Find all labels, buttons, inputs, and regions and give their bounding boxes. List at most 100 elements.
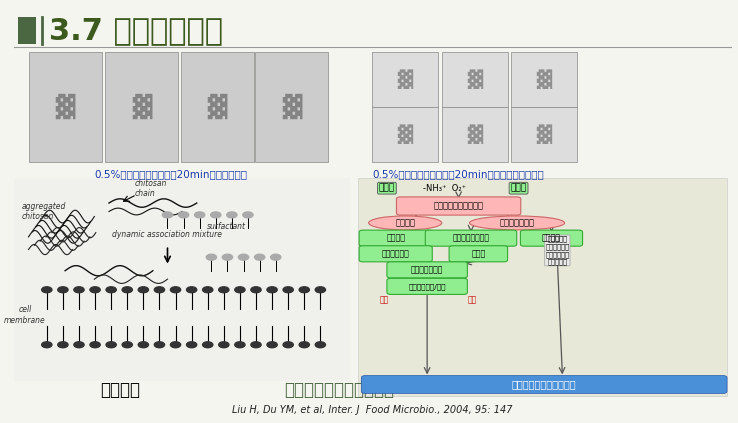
FancyBboxPatch shape	[359, 230, 432, 246]
Circle shape	[299, 342, 309, 348]
Text: -NH₃⁺  O₂⁺: -NH₃⁺ O₂⁺	[423, 184, 469, 193]
Circle shape	[90, 342, 100, 348]
Circle shape	[315, 287, 325, 293]
FancyBboxPatch shape	[372, 52, 438, 107]
Circle shape	[154, 342, 165, 348]
Circle shape	[138, 342, 148, 348]
Circle shape	[106, 342, 117, 348]
Circle shape	[222, 254, 232, 260]
Circle shape	[123, 342, 132, 348]
Text: 有毒的细胞就慢慢凋亡了: 有毒的细胞就慢慢凋亡了	[285, 381, 395, 399]
Text: ▓: ▓	[537, 124, 552, 144]
Text: 分裂期与细菌特殊: 分裂期与细菌特殊	[452, 233, 489, 243]
Text: 细胞完整性破坏: 细胞完整性破坏	[411, 265, 444, 275]
Circle shape	[58, 342, 68, 348]
Ellipse shape	[369, 216, 442, 230]
Circle shape	[58, 287, 68, 293]
FancyBboxPatch shape	[511, 107, 577, 162]
Text: 细胞生长繁殖受抑或死亡: 细胞生长繁殖受抑或死亡	[512, 379, 576, 390]
Circle shape	[203, 342, 213, 348]
Circle shape	[251, 342, 261, 348]
FancyBboxPatch shape	[255, 52, 328, 162]
Text: 成熟细胞: 成熟细胞	[542, 233, 561, 243]
Text: ▓: ▓	[282, 94, 301, 119]
Text: ▓: ▓	[398, 124, 413, 144]
Ellipse shape	[469, 216, 565, 230]
Text: ▓: ▓	[537, 69, 552, 89]
Circle shape	[123, 287, 132, 293]
Text: 内膜透性增加: 内膜透性增加	[382, 249, 410, 258]
FancyBboxPatch shape	[372, 107, 438, 162]
FancyBboxPatch shape	[106, 52, 179, 162]
FancyBboxPatch shape	[359, 246, 432, 262]
Text: Liu H, Du YM, et al, Inter. J  Food Microbio., 2004, 95: 147: Liu H, Du YM, et al, Inter. J Food Micro…	[232, 405, 512, 415]
Text: 膜破裂: 膜破裂	[472, 249, 486, 258]
FancyBboxPatch shape	[18, 17, 36, 44]
FancyBboxPatch shape	[14, 178, 351, 381]
Text: aggregated
chitosan: aggregated chitosan	[21, 202, 66, 221]
Text: 死亡: 死亡	[467, 296, 477, 305]
Text: chitosan
chain: chitosan chain	[134, 179, 167, 198]
Circle shape	[283, 342, 293, 348]
Text: surfactant: surfactant	[207, 222, 246, 231]
Circle shape	[210, 212, 221, 218]
FancyBboxPatch shape	[181, 52, 254, 162]
FancyBboxPatch shape	[425, 230, 517, 246]
Text: 胞内物质流出/渗出: 胞内物质流出/渗出	[408, 283, 446, 290]
Text: 大肠杆菌: 大肠杆菌	[396, 218, 415, 228]
Circle shape	[154, 287, 165, 293]
Circle shape	[206, 254, 216, 260]
Circle shape	[74, 287, 84, 293]
Text: 3.7 抗菌机理研究: 3.7 抗菌机理研究	[49, 16, 223, 45]
Circle shape	[195, 212, 204, 218]
Circle shape	[74, 342, 84, 348]
Circle shape	[315, 342, 325, 348]
Text: 壳聚糖: 壳聚糖	[379, 184, 395, 193]
Circle shape	[267, 287, 277, 293]
FancyBboxPatch shape	[396, 197, 521, 215]
Text: ▓: ▓	[132, 94, 151, 119]
Text: 细菌: 细菌	[379, 296, 389, 305]
Text: dynamic association mixture: dynamic association mixture	[112, 230, 222, 239]
Circle shape	[218, 342, 229, 348]
Circle shape	[251, 287, 261, 293]
Circle shape	[138, 287, 148, 293]
Circle shape	[170, 287, 181, 293]
Circle shape	[106, 287, 117, 293]
FancyBboxPatch shape	[511, 52, 577, 107]
FancyBboxPatch shape	[442, 52, 508, 107]
Circle shape	[170, 342, 181, 348]
Text: ▓: ▓	[398, 69, 413, 89]
Circle shape	[218, 287, 229, 293]
Circle shape	[90, 287, 100, 293]
Circle shape	[255, 254, 265, 260]
FancyBboxPatch shape	[358, 178, 727, 396]
Text: 0.5%壳聚糖醋酸溶液处理20min后的大肠杆菌: 0.5%壳聚糖醋酸溶液处理20min后的大肠杆菌	[94, 169, 248, 179]
FancyBboxPatch shape	[520, 230, 582, 246]
Text: 细胞膜: 细胞膜	[511, 184, 527, 193]
Circle shape	[243, 212, 253, 218]
Text: ▓: ▓	[467, 124, 482, 144]
FancyBboxPatch shape	[29, 52, 102, 162]
Circle shape	[267, 342, 277, 348]
Text: cell
membrane: cell membrane	[4, 305, 46, 325]
Text: 0.5%壳聚糖醋酸溶液处理20min后的金黄色葡萄球菌: 0.5%壳聚糖醋酸溶液处理20min后的金黄色葡萄球菌	[372, 169, 544, 179]
Circle shape	[187, 342, 197, 348]
FancyBboxPatch shape	[442, 107, 508, 162]
Circle shape	[235, 287, 245, 293]
Circle shape	[283, 287, 293, 293]
Text: ▓: ▓	[207, 94, 227, 119]
Circle shape	[299, 287, 309, 293]
Circle shape	[235, 342, 245, 348]
Circle shape	[162, 212, 173, 218]
Text: 壳聚糖与膜的相互作用: 壳聚糖与膜的相互作用	[434, 201, 483, 211]
Text: 壳聚糖等在
生物大分子，
抑制营养物质
吸收与代谢: 壳聚糖等在 生物大分子， 抑制营养物质 吸收与代谢	[545, 236, 569, 265]
FancyBboxPatch shape	[387, 278, 467, 294]
Text: 抗菌模型: 抗菌模型	[100, 381, 140, 399]
FancyBboxPatch shape	[449, 246, 508, 262]
Circle shape	[41, 342, 52, 348]
Circle shape	[238, 254, 249, 260]
Circle shape	[179, 212, 189, 218]
Circle shape	[227, 212, 237, 218]
Circle shape	[187, 287, 197, 293]
